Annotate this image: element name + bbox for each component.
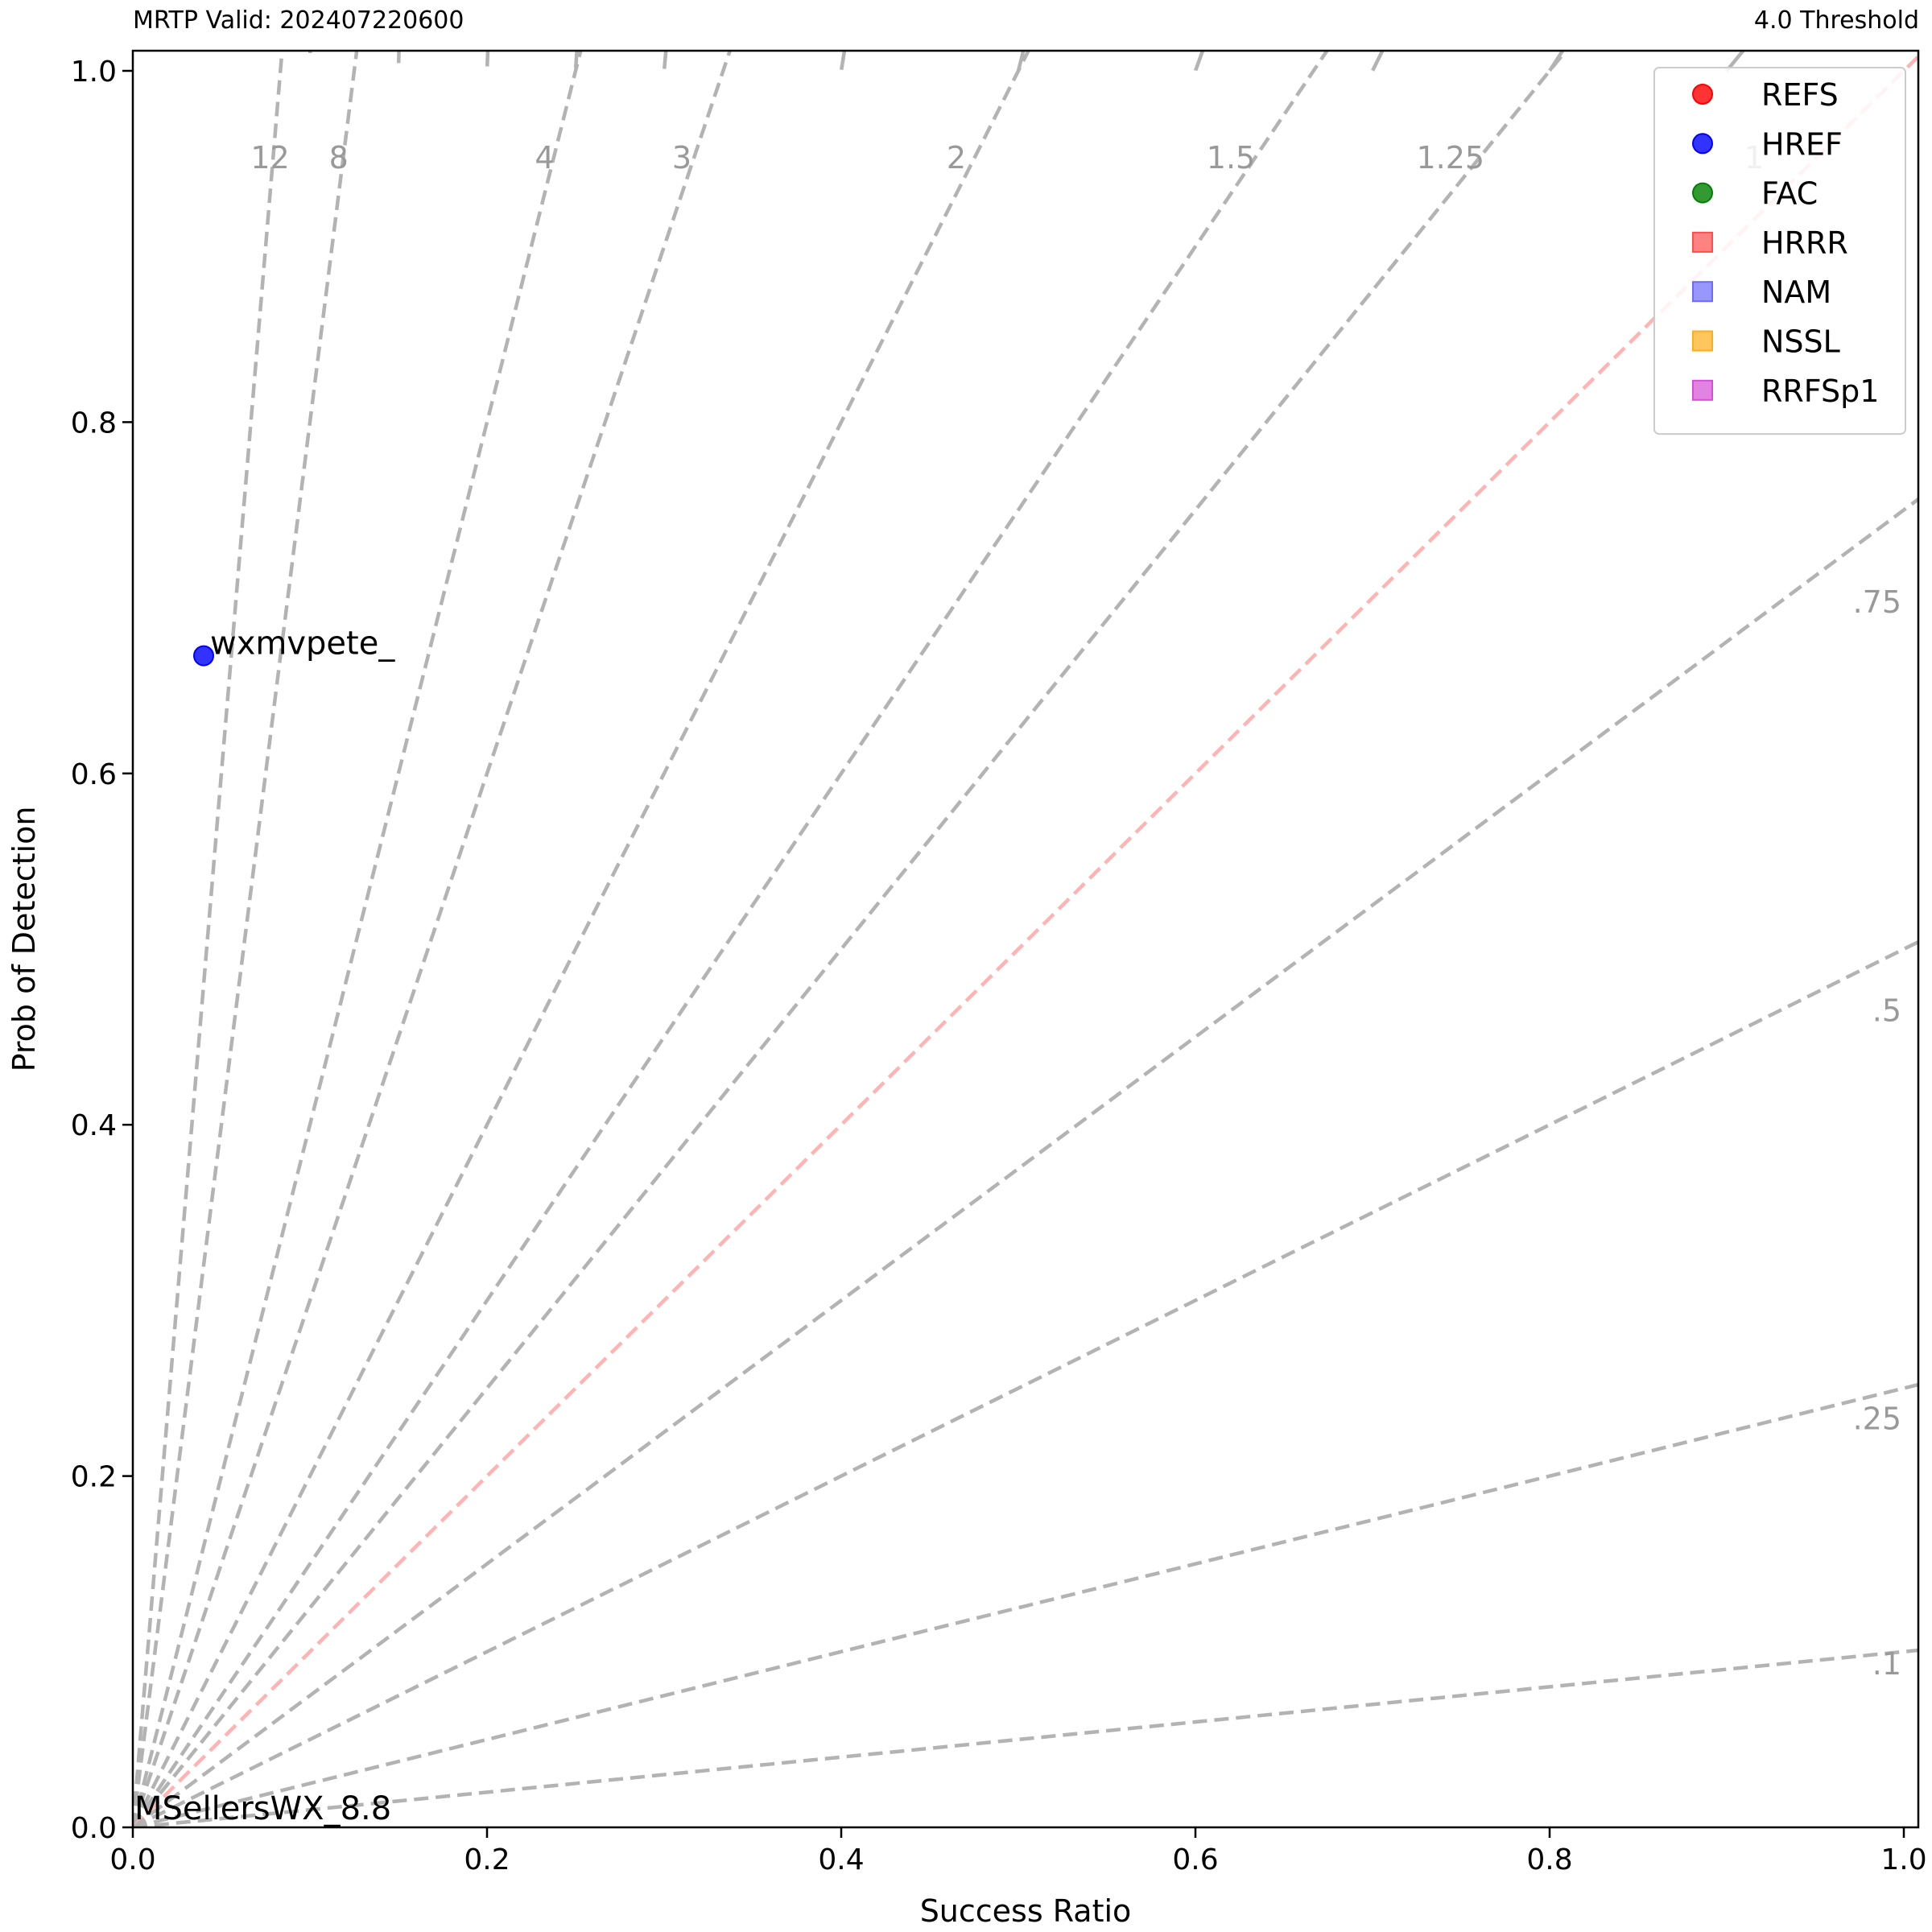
legend-label-refs: REFS [1761,77,1839,113]
legend-marker-href [1692,133,1713,155]
bias-label-.1: .1 [1872,1646,1901,1682]
y-tick-label-0.2: 0.2 [71,1461,117,1494]
bias-label-.25: .25 [1853,1402,1901,1437]
bias-label-1.25: 1.25 [1416,140,1484,175]
bias-line-.75 [133,497,1918,1827]
y-tick-label-1.0: 1.0 [71,56,117,89]
legend-marker-nssl [1692,330,1713,352]
legend-marker-refs [1692,84,1713,105]
bias-line-.1 [133,1648,1918,1827]
bias-line-1.25 [133,51,1569,1827]
threshold-label: 4.0 Threshold [1753,6,1919,35]
csi-contour-0.4 [839,51,847,71]
bias-label-1.5: 1.5 [1207,140,1255,175]
csi-contour-0.9 [1724,51,1746,72]
csi-contour-0.6 [1193,51,1205,72]
legend-marker-rrfsp1 [1692,379,1713,401]
bias-label-.75: .75 [1853,584,1901,620]
legend-label-href: HREF [1761,126,1843,162]
bias-line-.5 [133,939,1918,1827]
csi-contour-0.5 [1016,51,1026,72]
legend-label-rrfsp1: RRFSp1 [1761,374,1879,409]
y-tick-label-0.8: 0.8 [71,407,117,440]
data-point-label-0: wxmvpete_ [210,625,395,663]
csi-contour-0.7 [1371,51,1385,72]
csi-contour-0.3 [662,51,668,69]
bias-line-.25 [133,1382,1918,1827]
valid-time-label: MRTP Valid: 202407220600 [133,6,464,35]
csi-contour-0.2 [485,51,490,67]
x-tick-label-0.8: 0.8 [1526,1843,1572,1876]
legend-label-nssl: NSSL [1761,324,1840,360]
data-point-href-0 [193,645,214,667]
plot-frame [131,49,1920,1829]
legend-marker-hrrr [1692,231,1713,253]
x-tick-label-1.0: 1.0 [1880,1843,1926,1876]
x-tick-label-0.0: 0.0 [109,1843,155,1876]
bias-label-12: 12 [250,140,289,175]
y-tick-label-0.0: 0.0 [71,1812,117,1845]
bias-label-.5: .5 [1872,993,1901,1028]
csi-contour-0.15 [396,51,401,64]
csi-contour-0.25 [573,51,579,68]
bias-line-2 [133,51,1031,1827]
bias-line-1.5 [133,51,1330,1827]
legend-label-hrrr: HRRR [1761,225,1848,261]
bias-line-3 [133,51,733,1827]
legend-label-nam: NAM [1761,275,1831,310]
bias-line-8 [133,51,359,1827]
y-tick-label-0.4: 0.4 [71,1109,117,1142]
bias-line-12 [133,51,284,1827]
legend: REFS HREF FAC HRRR NAM NSSL RRFSp1 [1653,67,1906,436]
legend-marker-fac [1692,182,1713,204]
bias-label-3: 3 [672,140,691,175]
legend-label-fac: FAC [1761,176,1818,212]
x-tick-label-0.2: 0.2 [464,1843,510,1876]
legend-marker-nam [1692,281,1713,303]
bias-label-2: 2 [947,140,966,175]
annotation-0: MSellersWX_8.8 [134,1790,391,1827]
legend-box [1653,67,1906,436]
bias-line-4 [133,51,583,1827]
x-tick-label-0.6: 0.6 [1172,1843,1218,1876]
y-tick-label-0.6: 0.6 [71,758,117,791]
bias-label-4: 4 [535,140,554,175]
x-axis-label: Success Ratio [920,1893,1132,1929]
bias-label-8: 8 [329,140,349,175]
y-axis-label: Prob of Detection [6,807,42,1072]
x-tick-label-0.4: 0.4 [818,1843,864,1876]
